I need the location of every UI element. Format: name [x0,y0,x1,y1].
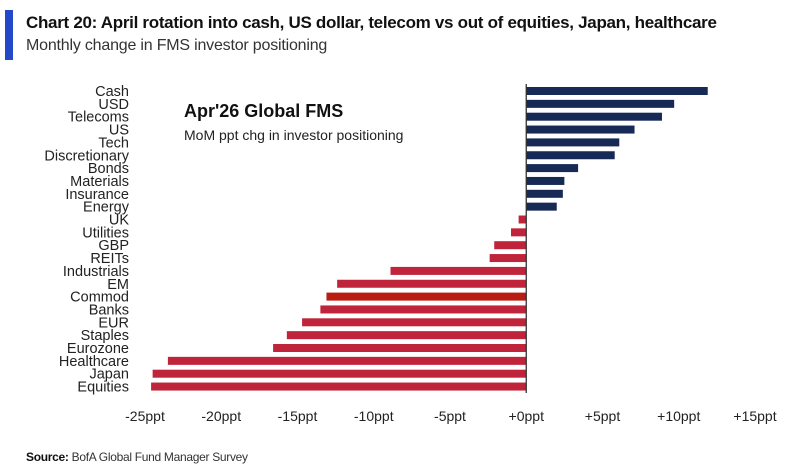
x-tick-label: -10ppt [354,408,394,424]
bar-em [337,279,527,288]
bar-insurance [526,189,563,198]
x-tick-label: -20ppt [201,408,241,424]
source-text: BofA Global Fund Manager Survey [68,450,248,464]
bar-us [526,125,635,134]
bar-commod [326,292,527,301]
category-label: Staples [81,328,129,344]
bar-japan [152,369,527,378]
bar-energy [526,202,557,211]
category-label: Equities [77,380,129,396]
category-label: Telecoms [68,110,129,126]
bar-usd [526,99,675,108]
category-label: Bonds [88,161,129,177]
bar-tech [526,138,620,147]
bar-gbp [494,241,527,250]
category-label: REITs [90,251,129,267]
category-label: Utilities [82,225,129,241]
inner-chart-subtitle: MoM ppt chg in investor positioning [184,127,403,143]
inner-chart-title: Apr'26 Global FMS [184,101,343,121]
category-label: Eurozone [67,341,129,357]
category-label: Discretionary [44,148,129,164]
bar-materials [526,176,565,185]
bar-uk [518,215,527,224]
category-label: Tech [98,135,129,151]
source-note: Source: BofA Global Fund Manager Survey [26,450,248,464]
source-label: Source: [26,450,69,464]
x-tick-labels-group: -25ppt -20ppt -15ppt -10ppt -5ppt +0ppt +5ppt +… [125,408,777,424]
category-label: UK [109,213,129,229]
category-label: Materials [70,174,129,190]
chart-subtitle: Monthly change in FMS investor positioni… [26,37,328,54]
category-label: Commod [70,290,129,306]
x-tick-label: -15ppt [278,408,318,424]
bar-equities [151,382,527,391]
category-label: Japan [89,367,129,383]
bar-bonds [526,164,579,173]
category-label: Insurance [65,187,129,203]
category-label: US [109,123,129,139]
category-label: EM [107,277,129,293]
x-tick-label: -25ppt [125,408,165,424]
category-label: GBP [98,238,129,254]
title-accent-bar [5,10,13,60]
x-tick-label: +5ppt [585,408,621,424]
category-label: Industrials [63,264,129,280]
x-tick-label: +10ppt [657,408,700,424]
bar-reits [489,254,527,263]
chart-title: Chart 20: April rotation into cash, US d… [26,13,717,32]
category-label: USD [98,97,129,113]
x-tick-label: -5ppt [434,408,466,424]
bar-eurozone [273,344,527,352]
category-label: Energy [83,200,130,216]
bar-healthcare [167,356,527,365]
bar-eur [302,318,527,327]
bar-industrials [390,266,527,275]
bar-banks [320,305,527,314]
bar-discretionary [526,151,615,160]
x-tick-label: +0ppt [509,408,545,424]
category-label: Healthcare [59,354,129,370]
bar-telecoms [526,112,662,121]
category-label: EUR [98,315,129,331]
bar-utilities [511,228,527,237]
category-label: Banks [89,302,129,318]
bar-cash [526,87,708,95]
category-labels-group: CashUSDTelecomsUSTechDiscretionaryBondsM… [44,84,129,396]
x-tick-label: +15ppt [733,408,776,424]
bars-group [151,87,708,391]
bar-staples [286,331,527,340]
category-label: Cash [95,84,129,100]
